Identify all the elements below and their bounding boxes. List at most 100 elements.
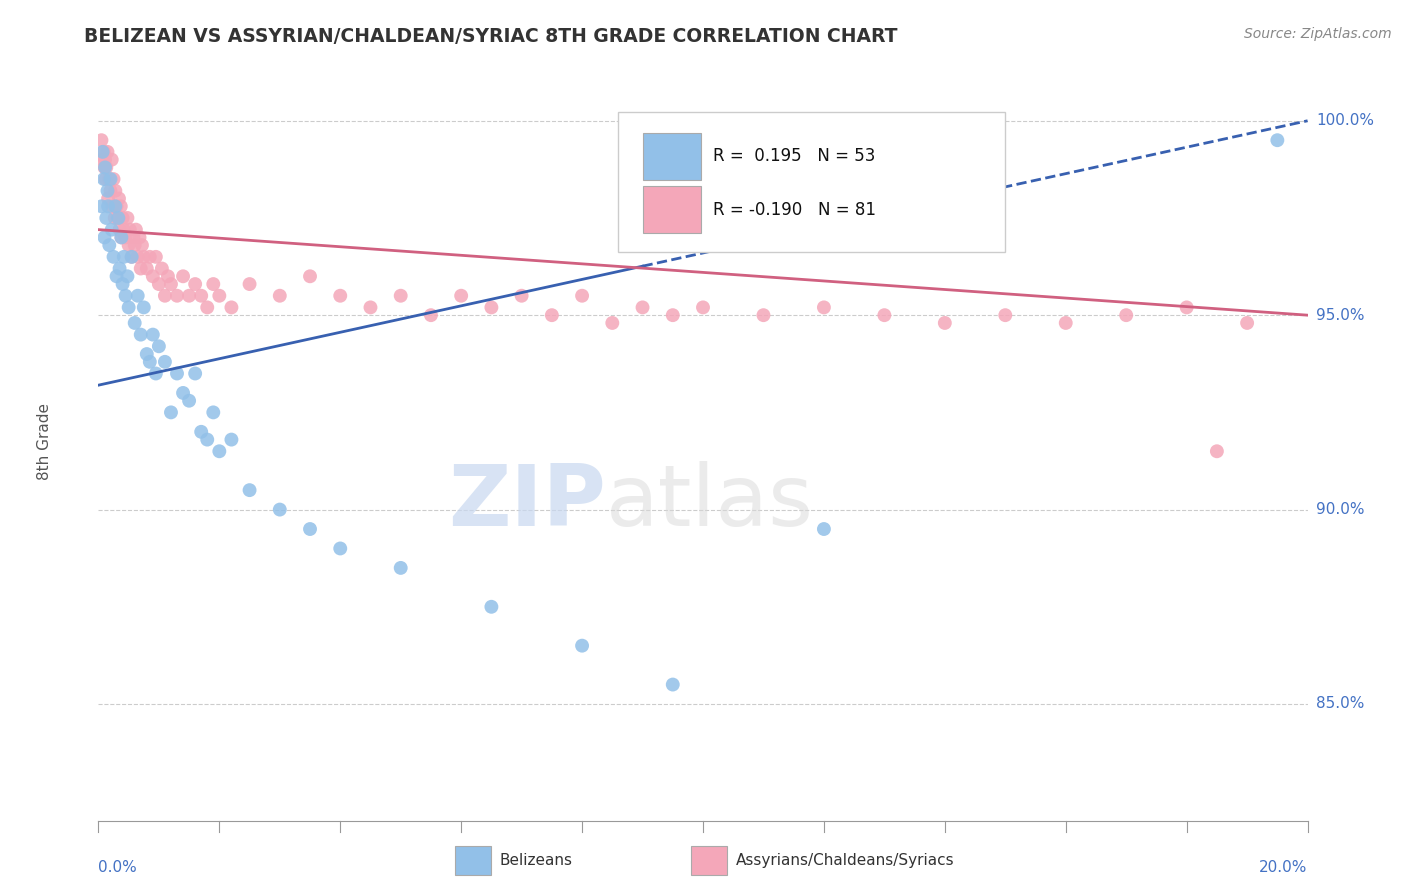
Point [153,289,176,303]
Point [221,433,243,447]
Point [148,277,170,291]
Point [166,367,188,381]
Point [142,327,165,342]
Point [145,250,167,264]
Point [208,444,231,458]
Point [135,261,157,276]
Point [139,355,162,369]
Point [150,261,173,276]
Text: atlas: atlas [606,460,814,544]
Point [93,161,115,175]
Text: R =  0.195   N = 53: R = 0.195 N = 53 [713,147,875,165]
Point [1175,301,1198,315]
Point [111,211,134,225]
Point [91,145,114,159]
FancyBboxPatch shape [643,186,700,233]
Point [190,289,212,303]
Point [160,405,183,419]
Point [172,386,194,401]
Point [420,308,443,322]
Point [114,289,136,303]
Point [91,153,114,167]
Text: 0.0%: 0.0% [98,860,138,874]
Point [1054,316,1077,330]
Point [631,301,654,315]
Point [104,211,127,225]
Point [190,425,212,439]
Point [90,199,112,213]
Point [94,153,117,167]
Point [329,541,352,556]
Point [510,289,533,303]
Point [111,277,134,291]
FancyBboxPatch shape [643,133,700,180]
FancyBboxPatch shape [619,112,1005,252]
Point [118,301,141,315]
Point [184,277,207,291]
Point [389,561,412,575]
Text: 100.0%: 100.0% [1316,113,1374,128]
Point [114,230,136,244]
FancyBboxPatch shape [690,847,727,875]
Point [145,367,167,381]
Point [93,145,115,159]
Point [1267,133,1289,147]
Point [661,308,683,322]
Point [117,269,139,284]
Point [108,192,131,206]
Point [124,316,146,330]
Point [571,289,593,303]
Point [112,250,135,264]
Point [100,172,122,186]
Point [172,269,194,284]
Point [105,269,128,284]
Point [813,301,835,315]
Point [269,502,291,516]
Point [389,289,412,303]
Point [195,433,218,447]
Point [450,289,472,303]
Point [602,316,624,330]
Point [121,250,143,264]
Point [104,199,127,213]
Point [128,230,150,244]
Point [97,192,120,206]
Text: 20.0%: 20.0% [1260,860,1308,874]
Text: Source: ZipAtlas.com: Source: ZipAtlas.com [1244,27,1392,41]
Point [105,199,128,213]
Point [239,277,262,291]
Point [110,230,132,244]
Point [994,308,1017,322]
Point [1206,444,1229,458]
Point [132,301,155,315]
Point [94,161,117,175]
Point [184,367,207,381]
Point [125,222,148,236]
Point [179,289,201,303]
Point [813,522,835,536]
Point [148,339,170,353]
Point [299,269,322,284]
Point [108,261,131,276]
Point [122,230,145,244]
Point [107,211,129,225]
Point [692,301,714,315]
Point [96,161,118,175]
Text: Assyrians/Chaldeans/Syriacs: Assyrians/Chaldeans/Syriacs [735,854,955,868]
Point [110,230,132,244]
Point [117,211,139,225]
Point [124,238,146,252]
Point [202,277,225,291]
Point [1236,316,1258,330]
Point [481,301,503,315]
Text: 8th Grade: 8th Grade [37,403,52,480]
Point [153,355,176,369]
Text: BELIZEAN VS ASSYRIAN/CHALDEAN/SYRIAC 8TH GRADE CORRELATION CHART: BELIZEAN VS ASSYRIAN/CHALDEAN/SYRIAC 8TH… [84,27,898,45]
Point [110,199,132,213]
Point [156,269,179,284]
Point [752,308,775,322]
Point [101,199,124,213]
Point [127,250,149,264]
Point [129,327,152,342]
Point [104,184,127,198]
